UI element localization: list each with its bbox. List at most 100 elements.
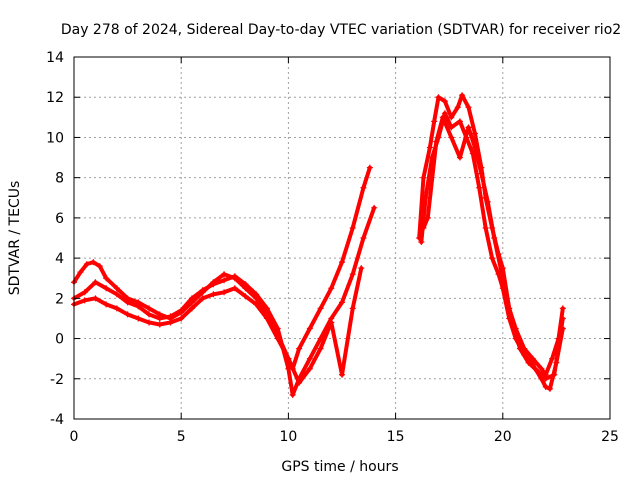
series-trace — [466, 105, 477, 136]
series-trace — [136, 304, 152, 317]
series-trace — [492, 236, 505, 281]
series-trace — [82, 280, 98, 295]
y-tick-label: 10 — [46, 130, 64, 146]
series-trace — [340, 225, 355, 265]
series-trace — [432, 95, 441, 124]
series-trace — [500, 276, 514, 321]
series-trace — [361, 205, 377, 240]
series-trace — [264, 306, 280, 331]
series-trace — [419, 195, 428, 245]
y-tick-label: 14 — [46, 50, 64, 66]
series-trace — [189, 296, 205, 311]
series-trace — [522, 346, 535, 361]
data-point — [559, 315, 566, 322]
series-trace — [485, 199, 497, 240]
series-trace — [457, 125, 471, 160]
series-trace — [440, 115, 454, 140]
x-tick-label: 10 — [279, 429, 297, 445]
series-trace — [530, 356, 544, 371]
series-trace — [104, 286, 119, 297]
series-trace — [470, 151, 482, 190]
plot-frame — [73, 56, 611, 420]
series-trace — [114, 306, 130, 317]
series-trace — [466, 125, 477, 150]
series-trace — [243, 282, 259, 297]
series-trace — [200, 282, 216, 293]
series-trace — [340, 306, 355, 377]
series-trace — [179, 306, 194, 321]
series-trace — [211, 272, 227, 285]
series-trace — [254, 302, 269, 321]
series-trace — [449, 135, 462, 160]
series-trace — [496, 272, 505, 291]
y-tick-label: 2 — [55, 291, 64, 307]
data-points — [71, 92, 566, 398]
series-trace — [93, 296, 109, 307]
series-trace — [232, 274, 248, 287]
axis-ticks: 0 5 10 15 20 25 -4 -2 0 2 4 6 8 10 12 14 — [46, 50, 619, 445]
series-trace — [477, 185, 488, 230]
series-trace — [427, 119, 437, 150]
series-trace — [168, 308, 184, 319]
series-trace — [509, 316, 522, 351]
series-trace — [329, 260, 344, 291]
data-point — [371, 204, 378, 211]
series-trace — [307, 336, 323, 361]
series-trace — [275, 336, 291, 361]
series-trace — [329, 300, 344, 321]
series-trace — [72, 290, 87, 301]
y-tick-label: 0 — [55, 332, 64, 348]
series-B — [71, 204, 378, 398]
series-trace — [340, 272, 355, 305]
series-trace — [254, 296, 269, 317]
series-trace — [114, 286, 130, 301]
series-trace — [307, 306, 323, 331]
series-trace — [243, 294, 259, 307]
y-tick-label: -4 — [50, 412, 64, 428]
series-F — [420, 114, 566, 382]
x-tick-label: 5 — [177, 429, 186, 445]
series-trace — [442, 99, 454, 120]
data-point — [559, 305, 566, 312]
series-trace — [552, 316, 565, 377]
x-tick-label: 0 — [70, 429, 79, 445]
x-tick-label: 20 — [494, 429, 512, 445]
chart-title: Day 278 of 2024, Sidereal Day-to-day VTE… — [61, 22, 621, 38]
series-trace — [460, 93, 471, 110]
series-trace — [483, 225, 495, 261]
y-axis-label: SDTVAR / TECUs — [7, 181, 23, 296]
series-trace — [350, 236, 366, 277]
y-tick-label: -2 — [50, 372, 64, 388]
series-trace — [297, 366, 312, 385]
series-trace — [264, 316, 280, 341]
x-tick-label: 15 — [387, 429, 405, 445]
series-trace — [243, 286, 259, 301]
series-trace — [114, 292, 130, 305]
series-trace — [350, 266, 364, 311]
data-point — [358, 265, 365, 272]
series-trace — [290, 346, 302, 371]
y-tick-label: 6 — [55, 211, 64, 227]
data-point — [366, 164, 373, 171]
series-trace — [361, 165, 372, 190]
series-trace — [318, 320, 334, 351]
series-trace — [425, 139, 439, 220]
x-tick-label: 25 — [601, 429, 619, 445]
series-trace — [434, 115, 445, 144]
series-trace — [286, 366, 295, 397]
series-trace — [318, 286, 334, 311]
series-trace — [136, 300, 152, 311]
series-trace — [147, 306, 162, 317]
series-trace — [421, 145, 432, 180]
series-trace — [297, 326, 312, 351]
series-trace — [93, 280, 109, 291]
series-trace — [479, 171, 490, 204]
series-A — [71, 164, 373, 372]
series-trace — [472, 145, 484, 176]
series-trace — [104, 276, 119, 291]
series-trace — [329, 320, 344, 377]
series-trace — [543, 356, 555, 377]
series-trace — [254, 292, 269, 311]
series-trace — [442, 111, 454, 130]
